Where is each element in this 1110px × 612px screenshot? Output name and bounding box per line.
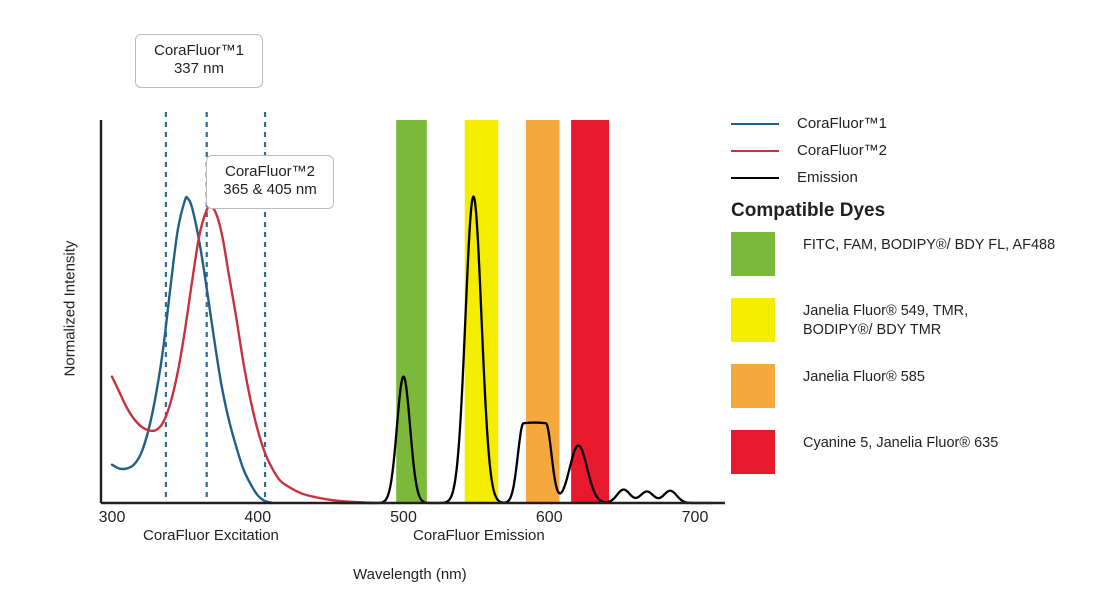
x-tick-label-600: 600: [535, 509, 563, 526]
callout-corafluor1-title: CoraFluor™1: [153, 42, 245, 59]
dye-label: Cyanine 5, Janelia Fluor® 635: [803, 435, 999, 451]
legend-line-icon: [731, 176, 779, 179]
x-tick-label-700: 700: [681, 509, 709, 526]
x-tick-label-500: 500: [390, 509, 417, 526]
legend-item-label: CoraFluor™1: [797, 115, 888, 132]
dye-color-swatch: [731, 364, 775, 408]
legend-item-0: CoraFluor™1: [731, 110, 1091, 137]
legend-item-label: Emission: [797, 169, 858, 186]
curve-corafluor1: [110, 195, 274, 505]
series-legend: CoraFluor™1 CoraFluor™2 Emission: [731, 110, 1091, 191]
legend-line-icon: [731, 149, 779, 152]
callout-corafluor2-title: CoraFluor™2: [224, 163, 316, 180]
dye-row-0: FITC, FAM, BODIPY®/ BDY FL, AF488: [731, 232, 1101, 276]
dye-color-swatch: [731, 298, 775, 342]
dye-label: FITC, FAM, BODIPY®/ BDY FL, AF488: [803, 237, 1056, 253]
dye-row-1: Janelia Fluor® 549, TMR, BODIPY®/ BDY TM…: [731, 298, 1101, 342]
legend-item-label: CoraFluor™2: [797, 142, 888, 159]
x-tick-label-300: 300: [98, 509, 126, 526]
compatible-dyes-title: Compatible Dyes: [731, 200, 886, 221]
legend-line-icon: [731, 122, 779, 125]
dye-row-3: Cyanine 5, Janelia Fluor® 635: [731, 430, 1101, 474]
dye-color-swatch: [731, 430, 775, 474]
y-axis-title: Normalized Intensity: [61, 240, 79, 377]
legend-item-1: CoraFluor™2: [731, 137, 1091, 164]
dye-label: Janelia Fluor® 549, TMR, BODIPY®/ BDY TM…: [803, 303, 969, 339]
dye-row-2: Janelia Fluor® 585: [731, 364, 1101, 408]
compatible-dyes-list: FITC, FAM, BODIPY®/ BDY FL, AF488 Janelia…: [731, 232, 1101, 496]
x-axis-region-label-emission: CoraFluor Emission: [413, 527, 545, 544]
x-axis-title: Wavelength (nm): [353, 566, 467, 583]
x-tick-label-400: 400: [244, 509, 272, 526]
dye-label: Janelia Fluor® 585: [803, 369, 925, 385]
legend-item-2: Emission: [731, 164, 1091, 191]
red-band: [571, 120, 610, 503]
callout-corafluor2-value: 365 & 405 nm: [223, 181, 317, 199]
curve-corafluor2: [110, 204, 376, 505]
callout-corafluor2: CoraFluor™2 365 & 405 nm: [206, 155, 334, 209]
x-axis-region-label-excitation: CoraFluor Excitation: [143, 527, 279, 544]
dye-color-swatch: [731, 232, 775, 276]
curve-emission: [336, 195, 714, 505]
callout-corafluor1-value: 337 nm: [173, 60, 225, 78]
orange-band: [525, 120, 560, 503]
callout-corafluor1: CoraFluor™1 337 nm: [135, 34, 263, 88]
